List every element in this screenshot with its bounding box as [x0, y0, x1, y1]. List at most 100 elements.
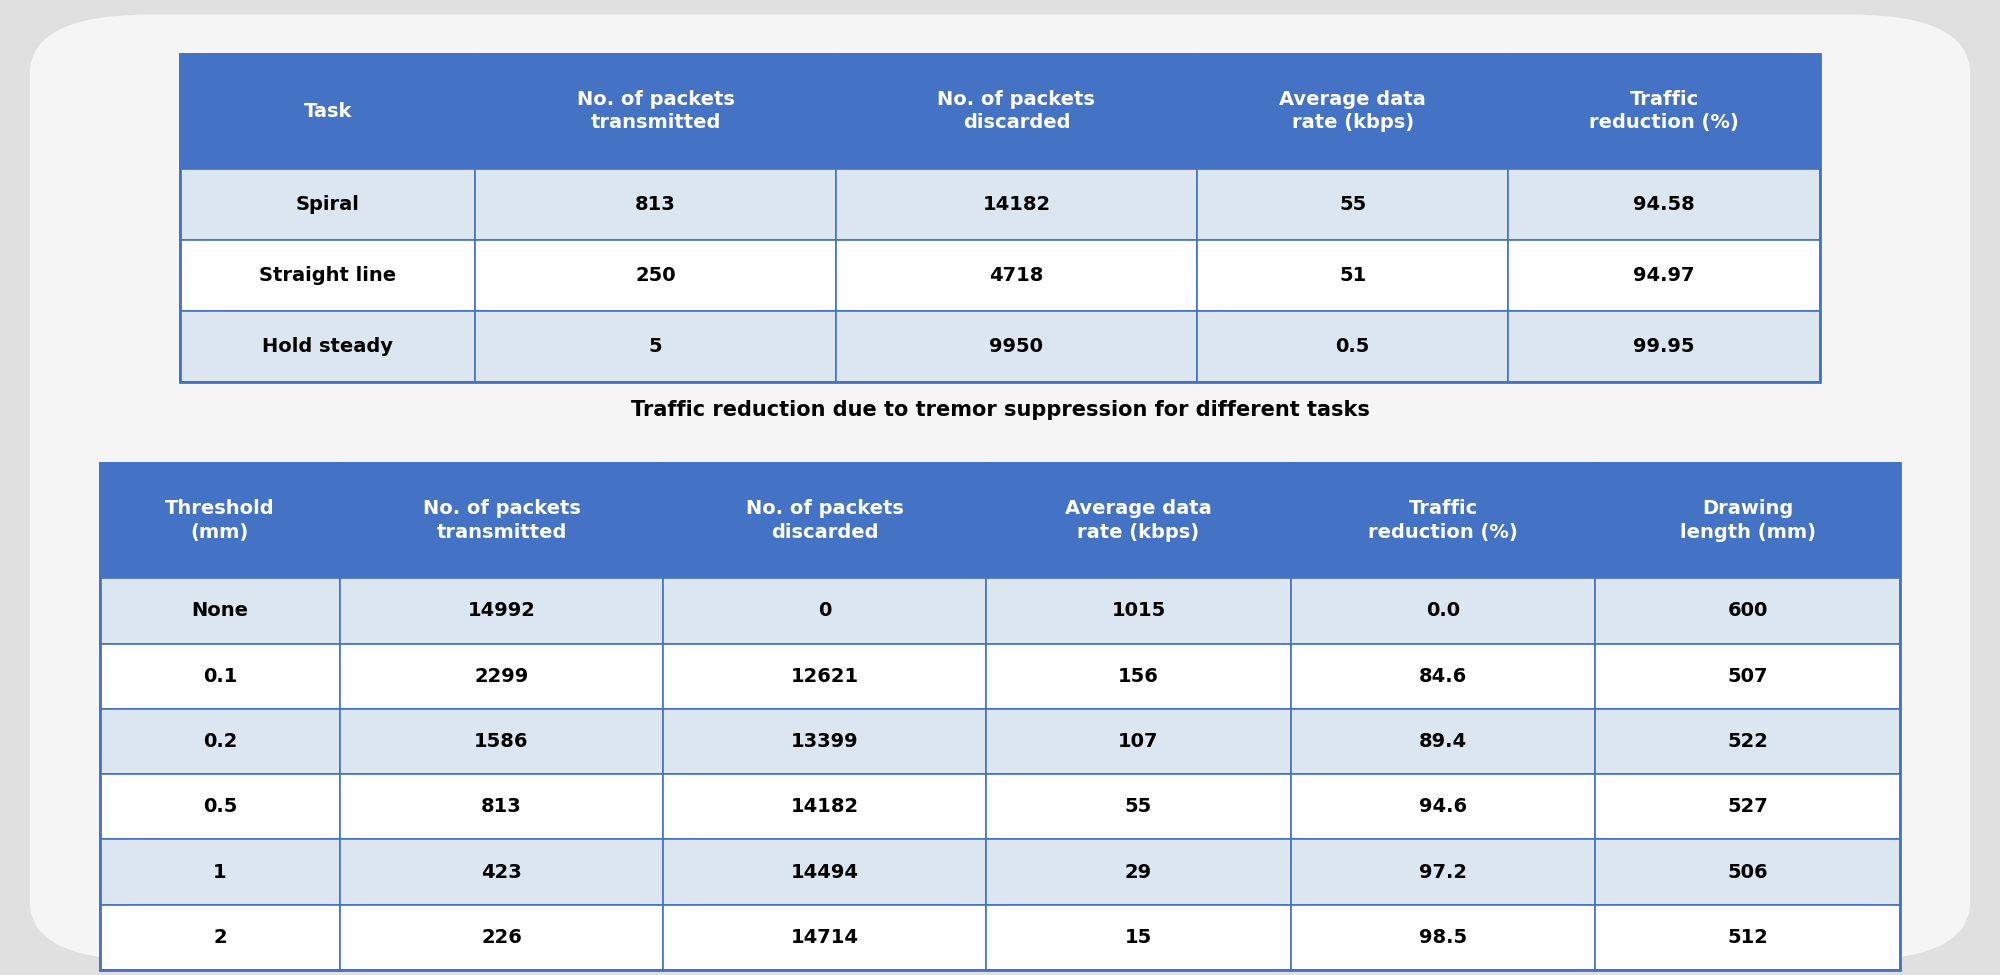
Text: 15: 15	[1124, 928, 1152, 947]
Text: 14182: 14182	[982, 195, 1050, 214]
Text: No. of packets
transmitted: No. of packets transmitted	[422, 499, 580, 542]
Text: 14992: 14992	[468, 602, 536, 620]
Bar	[100, 463, 1900, 970]
Text: 94.6: 94.6	[1420, 798, 1468, 816]
Bar	[664, 905, 986, 970]
Text: 89.4: 89.4	[1420, 732, 1468, 751]
Text: Average data
rate (kbps): Average data rate (kbps)	[1066, 499, 1212, 542]
Text: 94.58: 94.58	[1634, 195, 1696, 214]
Text: 512: 512	[1728, 928, 1768, 947]
Bar	[664, 644, 986, 709]
Text: 55: 55	[1338, 195, 1366, 214]
Bar	[664, 709, 986, 774]
Bar	[1596, 644, 1900, 709]
Bar	[100, 709, 340, 774]
Text: 5: 5	[648, 337, 662, 356]
Text: 813: 813	[482, 798, 522, 816]
Bar	[180, 240, 476, 311]
Bar	[340, 839, 664, 905]
Text: Straight line: Straight line	[260, 266, 396, 285]
Text: 600: 600	[1728, 602, 1768, 620]
Text: 226: 226	[482, 928, 522, 947]
Bar	[100, 463, 340, 578]
Text: No. of packets
discarded: No. of packets discarded	[938, 90, 1096, 133]
Text: Hold steady: Hold steady	[262, 337, 394, 356]
Bar	[340, 578, 664, 644]
Text: 2: 2	[214, 928, 226, 947]
Bar	[1508, 169, 1820, 240]
Bar	[836, 54, 1196, 169]
Text: 0.5: 0.5	[1336, 337, 1370, 356]
Text: 250: 250	[636, 266, 676, 285]
Text: 99.95: 99.95	[1634, 337, 1694, 356]
Bar	[476, 311, 836, 382]
Text: 107: 107	[1118, 732, 1158, 751]
Bar	[1596, 839, 1900, 905]
Text: 2299: 2299	[474, 667, 528, 685]
Text: 156: 156	[1118, 667, 1158, 685]
Text: 14714: 14714	[790, 928, 858, 947]
Text: 0.2: 0.2	[202, 732, 238, 751]
Text: 0.5: 0.5	[202, 798, 238, 816]
Text: 1015: 1015	[1112, 602, 1166, 620]
Bar	[180, 169, 476, 240]
Bar	[1596, 709, 1900, 774]
Bar	[100, 578, 340, 644]
Text: 13399: 13399	[790, 732, 858, 751]
Text: Spiral: Spiral	[296, 195, 360, 214]
Bar	[664, 774, 986, 839]
Bar	[476, 54, 836, 169]
Text: 1586: 1586	[474, 732, 528, 751]
Bar	[180, 54, 476, 169]
Text: Threshold
(mm): Threshold (mm)	[166, 499, 274, 542]
Text: 12621: 12621	[790, 667, 858, 685]
Text: 84.6: 84.6	[1418, 667, 1468, 685]
Bar	[986, 709, 1290, 774]
Text: 0: 0	[818, 602, 832, 620]
Text: 0.0: 0.0	[1426, 602, 1460, 620]
Bar	[100, 644, 340, 709]
Text: 9950: 9950	[990, 337, 1044, 356]
Bar	[340, 644, 664, 709]
Bar	[180, 54, 1820, 382]
Bar	[836, 169, 1196, 240]
Bar	[1290, 839, 1596, 905]
Bar	[986, 905, 1290, 970]
Bar	[1290, 905, 1596, 970]
Text: 4718: 4718	[990, 266, 1044, 285]
Text: No. of packets
transmitted: No. of packets transmitted	[576, 90, 734, 133]
Bar	[1596, 905, 1900, 970]
Bar	[1508, 240, 1820, 311]
Bar	[1196, 54, 1508, 169]
Text: 94.97: 94.97	[1634, 266, 1694, 285]
Text: 98.5: 98.5	[1420, 928, 1468, 947]
Bar	[1596, 578, 1900, 644]
Text: Traffic
reduction (%): Traffic reduction (%)	[1368, 499, 1518, 542]
Text: Task: Task	[304, 101, 352, 121]
Bar	[340, 774, 664, 839]
Bar	[986, 578, 1290, 644]
Text: 14494: 14494	[790, 863, 858, 881]
Bar	[986, 839, 1290, 905]
Bar	[986, 774, 1290, 839]
Text: 14182: 14182	[790, 798, 858, 816]
Bar	[1196, 240, 1508, 311]
Text: No. of packets
discarded: No. of packets discarded	[746, 499, 904, 542]
Text: Average data
rate (kbps): Average data rate (kbps)	[1280, 90, 1426, 133]
Text: 29: 29	[1124, 863, 1152, 881]
Text: 423: 423	[482, 863, 522, 881]
Text: Traffic
reduction (%): Traffic reduction (%)	[1590, 90, 1740, 133]
Bar	[1596, 774, 1900, 839]
Bar	[1290, 463, 1596, 578]
Bar	[180, 311, 476, 382]
Bar	[100, 905, 340, 970]
FancyBboxPatch shape	[30, 15, 1970, 960]
Bar	[1508, 311, 1820, 382]
Bar	[1290, 578, 1596, 644]
Text: Drawing
length (mm): Drawing length (mm)	[1680, 499, 1816, 542]
Text: 55: 55	[1124, 798, 1152, 816]
Text: 1: 1	[214, 863, 226, 881]
Bar	[836, 311, 1196, 382]
Text: 506: 506	[1728, 863, 1768, 881]
Bar	[664, 463, 986, 578]
